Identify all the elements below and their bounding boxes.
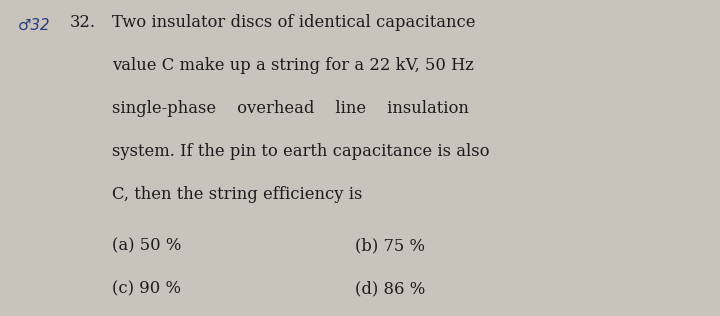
Text: (a) 50 %: (a) 50 % (112, 237, 181, 254)
Text: system. If the pin to earth capacitance is also: system. If the pin to earth capacitance … (112, 143, 490, 160)
Text: (d) 86 %: (d) 86 % (355, 280, 426, 297)
Text: Two insulator discs of identical capacitance: Two insulator discs of identical capacit… (112, 14, 475, 31)
Text: single-phase    overhead    line    insulation: single-phase overhead line insulation (112, 100, 469, 117)
Text: (b) 75 %: (b) 75 % (355, 237, 425, 254)
Text: (c) 90 %: (c) 90 % (112, 280, 181, 297)
Text: C, then the string efficiency is: C, then the string efficiency is (112, 186, 362, 203)
Text: 32.: 32. (70, 14, 96, 31)
Text: value C make up a string for a 22 kV, 50 Hz: value C make up a string for a 22 kV, 50… (112, 57, 474, 74)
Text: ♂32: ♂32 (18, 18, 50, 33)
